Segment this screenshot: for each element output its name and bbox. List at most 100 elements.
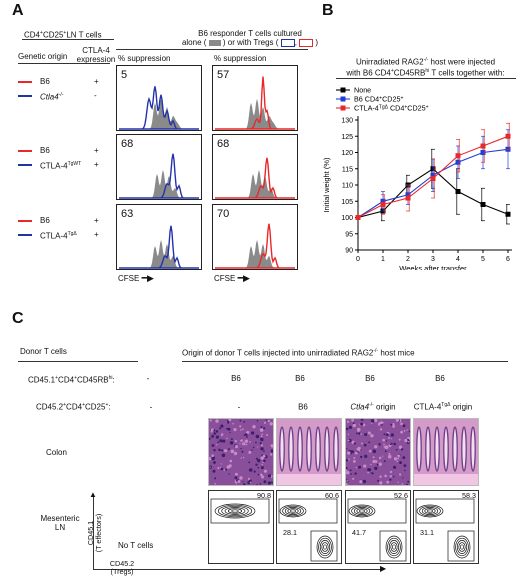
row2-value: B6: [298, 402, 308, 412]
data-point: [480, 150, 486, 155]
row2-value: -: [237, 402, 241, 412]
suppression-value-left: 5: [121, 69, 128, 81]
row1-value: B6: [295, 374, 305, 383]
header-left-underline: [22, 39, 114, 40]
blue-ctla4-expr: +: [94, 160, 99, 169]
ctla4-label: CTLA-4 expression: [76, 46, 116, 64]
red-legend-line: [18, 220, 32, 222]
x-tick-label: 5: [481, 256, 485, 263]
gate-value-effectors: 52.6: [394, 491, 408, 500]
suppression-value-left: 63: [121, 208, 134, 220]
data-point: [455, 159, 461, 165]
panel-b-title-underline: [336, 78, 516, 79]
data-point: [480, 202, 486, 207]
row1-value: B6: [435, 374, 445, 383]
x-tick-label: 4: [456, 256, 460, 263]
x-tick-label: 1: [381, 256, 385, 263]
alone-histogram: [119, 239, 199, 268]
x-tick-label: 2: [406, 256, 410, 263]
legend-label: CTLA-4TgΔ CD4+CD25+: [354, 104, 429, 113]
legend-marker: [340, 105, 346, 111]
suppression-value-right: 68: [217, 138, 230, 150]
flow-cytometry-plot: 52.6 41.7: [345, 490, 411, 564]
blue-genetic-origin: CTLA-4TgΔ: [40, 231, 77, 241]
gate-value-effectors: 90.8: [257, 491, 271, 500]
gate-value-effectors: 60.6: [325, 491, 339, 500]
red-legend-line: [18, 150, 32, 152]
colon-histology-image: [345, 418, 411, 486]
x-tick-label: 0: [356, 256, 360, 263]
suppression-histogram-right: 57: [212, 65, 298, 131]
blue-ctla4-expr: +: [94, 230, 99, 239]
treg-histogram: [215, 76, 295, 130]
row2-value: -: [149, 402, 153, 412]
suppression-value-left: 68: [121, 138, 134, 150]
data-point: [380, 198, 386, 204]
row1-value: B6: [231, 374, 241, 383]
alone-histogram: [215, 169, 295, 198]
blue-legend-line: [18, 164, 32, 166]
treg-histogram: [215, 223, 295, 269]
blue-genetic-origin: CTLA-4TgWT: [40, 161, 82, 171]
legend-marker: [340, 87, 346, 93]
colon-histology-image: [276, 418, 342, 486]
y-tick-label: 120: [341, 150, 353, 157]
flow-cytometry-plot: 58.3 31.1: [413, 490, 479, 564]
colon-histology-image: [208, 418, 274, 486]
alone-histogram: [119, 98, 199, 129]
suppression-label-left: % suppression: [118, 54, 171, 63]
blue-genetic-origin: Ctla4-/-: [40, 92, 64, 102]
gate-value-tregs: 28.1: [283, 528, 297, 537]
red-ctla4-expr: +: [94, 146, 99, 155]
alone-histogram: [215, 239, 295, 268]
blue-legend-box: [280, 38, 295, 47]
x-tick-label: 6: [506, 256, 510, 263]
y-tick-label: 105: [341, 199, 353, 206]
flow-y-axis-arrow: [93, 497, 94, 569]
panel-c-letter: C: [12, 310, 24, 327]
legend-label: None: [354, 86, 371, 95]
legend-label: B6 CD4+CD25+: [354, 95, 403, 104]
origin-header: Origin of donor T cells injected into un…: [182, 348, 415, 358]
alone-histogram: [119, 169, 199, 198]
red-genetic-origin: B6: [40, 146, 50, 155]
cfse-axis-left: CFSE ━▶: [118, 273, 154, 284]
panel-a-header-left: CD4+CD25+LN T cells: [24, 30, 102, 40]
row1-label: CD45.1+CD4+CD45RBhi:: [28, 375, 115, 385]
y-tick-label: 115: [342, 166, 353, 173]
no-t-cells-label: No T cells: [118, 541, 154, 550]
suppression-histogram-left: 63: [116, 204, 202, 270]
red-legend-line: [18, 81, 32, 83]
red-ctla4-expr: +: [94, 216, 99, 225]
x-axis-label: Weeks after transfer: [399, 264, 467, 270]
data-point: [430, 176, 436, 181]
y-tick-label: 110: [342, 183, 353, 190]
alone-histogram: [215, 98, 295, 129]
data-point: [455, 189, 461, 194]
panel-a-letter: A: [12, 2, 24, 19]
y-tick-label: 125: [341, 134, 353, 141]
y-tick-label: 100: [341, 215, 353, 222]
row1-value: B6: [365, 374, 375, 383]
origin-underline: [182, 361, 508, 362]
y-axis-label: Initial weight (%): [322, 157, 331, 213]
data-point: [480, 143, 486, 149]
data-point: [455, 153, 461, 159]
row2-value: Ctla4-/- origin: [350, 402, 396, 412]
suppression-value-right: 57: [217, 69, 230, 81]
gate-value-effectors: 58.3: [462, 491, 476, 500]
legend-marker: [340, 96, 346, 102]
mln-label: Mesenteric LN: [40, 514, 80, 532]
flow-cytometry-plot: 90.8: [208, 490, 274, 564]
colon-label: Colon: [46, 448, 67, 457]
suppression-histogram-left: 5: [116, 65, 202, 131]
red-ctla4-expr: +: [94, 77, 99, 86]
y-tick-label: 95: [345, 231, 353, 238]
data-point: [505, 133, 511, 139]
x-tick-label: 3: [431, 256, 435, 263]
gray-legend-box: [208, 39, 221, 46]
panel-b-title: Unirradiated RAG2-/- host were injected …: [346, 57, 505, 78]
data-point: [505, 211, 511, 217]
suppression-histogram-left: 68: [116, 134, 202, 200]
y-tick-label: 90: [345, 248, 353, 255]
